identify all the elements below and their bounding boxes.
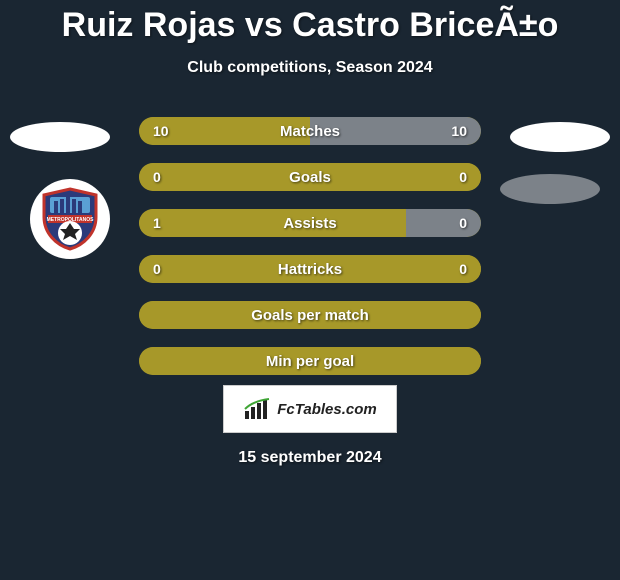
player-right-gray-oval [500, 174, 600, 204]
stat-bar: Goals per match [139, 301, 481, 329]
stat-bar: Goals0 0 [139, 163, 481, 191]
bar-value-right: 10 [451, 123, 467, 139]
bar-label: Goals [139, 169, 481, 186]
page-subtitle: Club competitions, Season 2024 [0, 59, 620, 77]
shield-icon: METROPOLITANOS [40, 187, 100, 251]
bar-label: Matches [139, 123, 481, 140]
bar-value-left: 0 [153, 261, 161, 277]
chart-icon [243, 397, 271, 421]
bar-label: Hattricks [139, 261, 481, 278]
logo-text: FcTables.com [277, 401, 376, 418]
stat-bar: Assists1 0 [139, 209, 481, 237]
bar-value-right: 0 [459, 215, 467, 231]
bar-value-left: 1 [153, 215, 161, 231]
bar-label: Min per goal [139, 353, 481, 370]
player-right-oval [510, 122, 610, 152]
club-badge: METROPOLITANOS [30, 179, 110, 261]
player-left-oval [10, 122, 110, 152]
stat-bar: Min per goal [139, 347, 481, 375]
stat-bar: Matches10 10 [139, 117, 481, 145]
bar-label: Goals per match [139, 307, 481, 324]
stat-bar: Hattricks0 0 [139, 255, 481, 283]
fctables-logo[interactable]: FcTables.com [223, 385, 397, 433]
page-title: Ruiz Rojas vs Castro BriceÃ±o [0, 0, 620, 45]
bar-value-right: 0 [459, 261, 467, 277]
bar-value-right: 0 [459, 169, 467, 185]
bar-value-left: 10 [153, 123, 169, 139]
footer-date: 15 september 2024 [0, 449, 620, 467]
badge-circle: METROPOLITANOS [30, 179, 110, 259]
bar-value-left: 0 [153, 169, 161, 185]
bar-label: Assists [139, 215, 481, 232]
